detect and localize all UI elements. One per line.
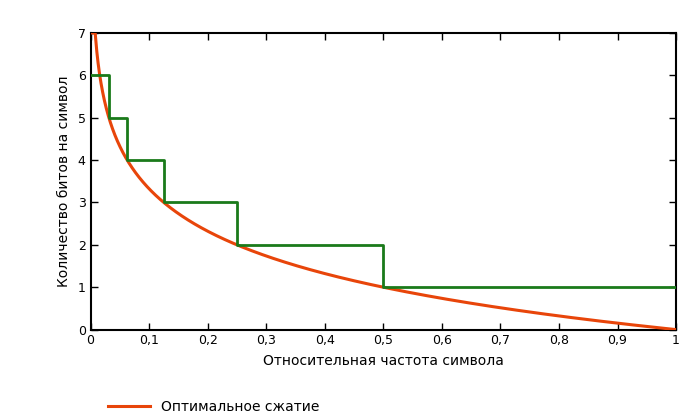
- Метод Хаффмана: [233, 242, 241, 247]
- Оптимальное сжатие: [193, 223, 201, 228]
- Метод Хаффмана: [105, 73, 113, 78]
- Оптимальное сжатие: [87, 30, 95, 35]
- Оптимальное сжатие: [438, 296, 446, 301]
- Метод Хаффмана: [123, 158, 132, 163]
- Line: Метод Хаффмана: Метод Хаффмана: [91, 75, 676, 287]
- Legend: Оптимальное сжатие, Метод Хаффмана: Оптимальное сжатие, Метод Хаффмана: [102, 395, 325, 412]
- Оптимальное сжатие: [523, 309, 532, 314]
- X-axis label: Относительная частота символа: Относительная частота символа: [263, 354, 504, 368]
- Оптимальное сжатие: [672, 327, 680, 332]
- Метод Хаффмана: [160, 200, 168, 205]
- Line: Оптимальное сжатие: Оптимальное сжатие: [91, 33, 676, 330]
- Оптимальное сжатие: [568, 315, 576, 320]
- Метод Хаффмана: [160, 158, 168, 163]
- Метод Хаффмана: [105, 115, 113, 120]
- Оптимальное сжатие: [310, 268, 319, 273]
- Метод Хаффмана: [86, 73, 95, 78]
- Оптимальное сжатие: [468, 301, 476, 306]
- Y-axis label: Количество битов на символ: Количество битов на символ: [56, 75, 71, 287]
- Метод Хаффмана: [123, 115, 132, 120]
- Метод Хаффмана: [379, 285, 388, 290]
- Метод Хаффмана: [672, 285, 680, 290]
- Метод Хаффмана: [233, 200, 241, 205]
- Метод Хаффмана: [379, 242, 388, 247]
